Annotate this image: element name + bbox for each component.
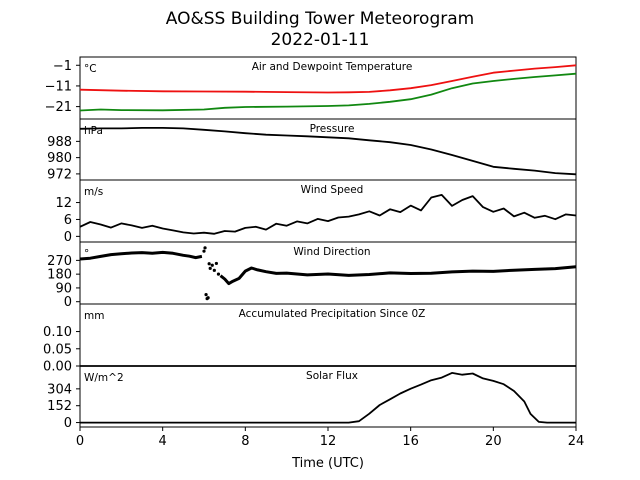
y-tick-label: 0.00 bbox=[43, 360, 72, 375]
data-point bbox=[203, 246, 207, 250]
panel-unit: W/m^2 bbox=[84, 372, 124, 384]
x-axis: 0 4 8 12 16 20 24 bbox=[76, 427, 584, 449]
y-tick-label: 152 bbox=[47, 399, 72, 414]
x-tick-label: 0 bbox=[76, 434, 84, 449]
panel-unit: °C bbox=[84, 63, 97, 75]
y-tick-label: 12 bbox=[55, 196, 72, 211]
panel-unit: mm bbox=[84, 310, 104, 322]
data-point bbox=[216, 272, 221, 276]
series-line bbox=[79, 127, 577, 176]
data-point bbox=[204, 293, 208, 297]
x-tick-label: 4 bbox=[159, 434, 167, 449]
y-tick-label: 270 bbox=[47, 254, 72, 269]
y-tick-label: 0 bbox=[64, 416, 72, 431]
panel-title: Wind Direction bbox=[293, 246, 370, 258]
panel-title: Accumulated Precipitation Since 0Z bbox=[239, 308, 426, 320]
y-tick-label: 304 bbox=[47, 382, 72, 397]
x-tick-label: 8 bbox=[241, 434, 249, 449]
panel-title: Air and Dewpoint Temperature bbox=[252, 61, 413, 73]
series-line bbox=[79, 64, 577, 94]
data-point bbox=[207, 262, 211, 266]
data-point bbox=[210, 263, 214, 267]
panel-title: Wind Speed bbox=[301, 184, 364, 196]
chart-subtitle: 2022-01-11 bbox=[271, 30, 370, 50]
y-tick-label: 0.05 bbox=[43, 342, 72, 357]
y-tick-label: 90 bbox=[55, 281, 72, 296]
panel-6: Solar Flux W/m^2 304 152 0 bbox=[47, 365, 577, 431]
series-line bbox=[79, 72, 577, 112]
x-axis-label: Time (UTC) bbox=[291, 456, 364, 471]
data-point bbox=[202, 249, 206, 253]
panel-unit: ° bbox=[84, 248, 89, 260]
series-line bbox=[219, 265, 577, 286]
data-point bbox=[212, 268, 216, 272]
panel-title: Pressure bbox=[310, 123, 355, 135]
panel-1: Air and Dewpoint Temperature °C −1 −11 −21 bbox=[45, 56, 577, 120]
y-tick-label: 0.10 bbox=[43, 325, 72, 340]
series-line bbox=[79, 193, 577, 235]
series-line bbox=[79, 250, 203, 261]
y-tick-label: 0 bbox=[64, 295, 72, 310]
y-tick-label: −11 bbox=[45, 79, 72, 94]
x-tick-label: 12 bbox=[320, 434, 337, 449]
panel-5: Accumulated Precipitation Since 0Z mm 0.10… bbox=[43, 303, 577, 375]
x-tick-label: 16 bbox=[402, 434, 419, 449]
y-tick-label: 980 bbox=[47, 151, 72, 166]
series-line bbox=[80, 371, 576, 424]
panel-3: Wind Speed m/s 12 6 0 bbox=[55, 179, 577, 245]
data-point bbox=[206, 296, 210, 300]
panels: Air and Dewpoint Temperature °C −1 −11 −21 Pr… bbox=[43, 56, 577, 431]
panel-title: Solar Flux bbox=[306, 370, 358, 382]
panel-unit: m/s bbox=[84, 186, 103, 198]
chart-title: AO&SS Building Tower Meteorogram bbox=[166, 9, 474, 29]
y-tick-label: 988 bbox=[47, 135, 72, 150]
y-tick-label: 180 bbox=[47, 268, 72, 283]
data-point bbox=[214, 261, 218, 266]
y-tick-label: 6 bbox=[64, 213, 72, 228]
x-tick-label: 24 bbox=[568, 434, 585, 449]
panel-unit: hPa bbox=[84, 125, 103, 137]
data-point bbox=[208, 266, 212, 270]
y-tick-label: 0 bbox=[64, 230, 72, 245]
y-tick-label: −1 bbox=[53, 59, 72, 74]
x-tick-label: 20 bbox=[485, 434, 502, 449]
y-tick-label: −21 bbox=[45, 100, 72, 115]
y-tick-label: 972 bbox=[47, 167, 72, 182]
